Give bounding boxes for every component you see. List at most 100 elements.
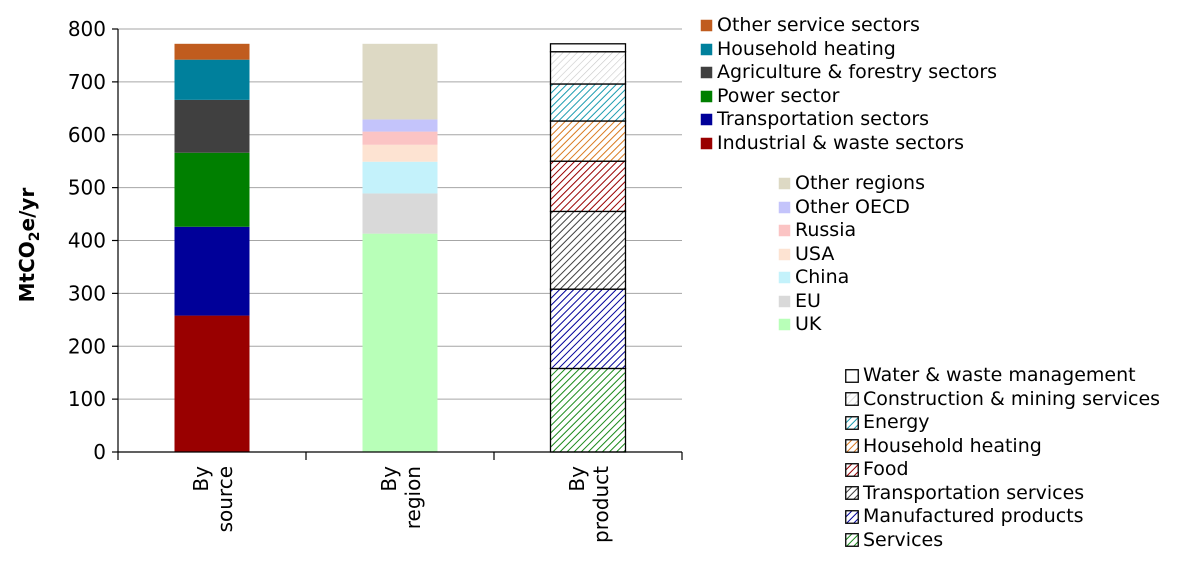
y-tick-label: 300 xyxy=(68,281,106,305)
legend-item-region-china: China xyxy=(778,266,925,290)
legend-label: Transportation sectors xyxy=(717,108,930,130)
legend-swatch-icon xyxy=(778,177,791,190)
y-tick-label: 400 xyxy=(68,229,106,253)
legend-swatch-icon xyxy=(845,439,859,454)
bar-segment-product-water-and-waste-management xyxy=(549,43,627,53)
bar-segment-source-power-sector xyxy=(174,152,250,227)
legend-swatch-icon xyxy=(845,462,859,477)
legend-item-source-industrial-and-waste-sectors: Industrial & waste sectors xyxy=(700,132,997,156)
legend-label: UK xyxy=(795,313,822,335)
x-category-label-line2: region xyxy=(401,466,425,529)
bar-segment-region-other-oecd xyxy=(362,119,438,132)
legend-label: Agriculture & forestry sectors xyxy=(717,61,998,83)
legend-swatch-icon xyxy=(778,318,791,331)
x-category-label-line1: By xyxy=(189,466,213,492)
legend-label: Power sector xyxy=(717,84,840,107)
bar-segment-product-food xyxy=(549,160,627,213)
bar-segment-source-other-service-sectors xyxy=(174,43,250,60)
legend-item-product-manufactured-products: Manufactured products xyxy=(845,505,1160,529)
legend-swatch-icon xyxy=(778,248,791,261)
legend-item-source-transportation-sectors: Transportation sectors xyxy=(700,108,997,132)
bar-segment-region-other-regions xyxy=(362,43,438,120)
x-category-label-line2: source xyxy=(213,466,237,532)
y-axis-label-main: MtCO xyxy=(15,241,39,302)
legend-label: Food xyxy=(863,458,909,480)
y-axis-label: MtCO2e/yr xyxy=(15,188,43,303)
bar-segment-region-eu xyxy=(362,193,438,234)
legend-label: Manufactured products xyxy=(863,505,1084,527)
legend-swatch-icon xyxy=(778,271,791,284)
legend-label: Household heating xyxy=(863,434,1042,457)
legend-item-product-transportation-services: Transportation services xyxy=(845,482,1160,506)
legend-swatch-icon xyxy=(700,43,713,56)
legend-swatch-icon xyxy=(778,201,791,214)
legend-item-source-power-sector: Power sector xyxy=(700,85,997,109)
legend-item-source-agriculture-and-forestry-sectors: Agriculture & forestry sectors xyxy=(700,61,997,85)
y-axis-label-unit: e/yr xyxy=(15,188,39,232)
legend-label: China xyxy=(795,266,850,288)
legend-item-product-energy: Energy xyxy=(845,411,1160,435)
y-tick-label: 800 xyxy=(68,17,106,41)
bar-segment-source-industrial-and-waste-sectors xyxy=(174,315,250,452)
y-tick-label: 500 xyxy=(68,176,106,200)
legend-item-region-other-oecd: Other OECD xyxy=(778,196,925,220)
legend-label: Other service sectors xyxy=(717,14,920,36)
legend-item-product-household-heating: Household heating xyxy=(845,435,1160,459)
legend-item-region-other-regions: Other regions xyxy=(778,172,925,196)
y-tick-label: 700 xyxy=(68,70,106,94)
bar-segment-region-russia xyxy=(362,131,438,145)
legend-swatch-icon xyxy=(700,137,713,150)
legend-label: USA xyxy=(795,242,835,265)
legend-by-product: Water & waste management Construction & m… xyxy=(845,364,1160,552)
legend-item-source-other-service-sectors: Other service sectors xyxy=(700,14,997,38)
y-axis-label-subscript: 2 xyxy=(27,231,43,241)
legend-label: Construction & mining services xyxy=(863,387,1161,410)
legend-item-source-household-heating: Household heating xyxy=(700,38,997,62)
x-category-label: By source xyxy=(189,466,237,533)
legend-label: Other regions xyxy=(795,172,925,194)
legend-item-product-services: Services xyxy=(845,529,1160,553)
bar-segment-source-transportation-sectors xyxy=(174,226,250,316)
legend-swatch-icon xyxy=(778,295,791,308)
x-category-label-line2: product xyxy=(589,466,613,543)
legend-label: Water & waste management xyxy=(863,364,1136,386)
bar-segment-product-services xyxy=(549,367,627,453)
bar-segment-product-construction-and-mining-services xyxy=(549,51,627,85)
legend-label: Industrial & waste sectors xyxy=(717,131,965,154)
legend-by-region: Other regions Other OECD Russia USA China EU U… xyxy=(778,172,925,337)
legend-label: EU xyxy=(795,289,821,312)
legend-item-region-usa: USA xyxy=(778,243,925,267)
bar-segment-region-uk xyxy=(362,233,438,452)
legend-swatch-icon xyxy=(845,415,859,430)
legend-label: Transportation services xyxy=(863,481,1085,504)
y-tick-label: 600 xyxy=(68,123,106,147)
legend-label: Energy xyxy=(863,411,930,433)
legend-swatch-icon xyxy=(845,486,859,501)
legend-item-region-russia: Russia xyxy=(778,219,925,243)
legend-swatch-icon xyxy=(700,19,713,32)
bar-segment-product-energy xyxy=(549,83,627,122)
legend-item-product-water-and-waste-management: Water & waste management xyxy=(845,364,1160,388)
legend-item-product-construction-and-mining-services: Construction & mining services xyxy=(845,388,1160,412)
x-category-label: By region xyxy=(377,466,425,529)
bar-segment-product-manufactured-products xyxy=(549,288,627,370)
legend-item-product-food: Food xyxy=(845,458,1160,482)
legend-label: Russia xyxy=(795,219,857,241)
legend-swatch-icon xyxy=(845,368,859,383)
x-category-label-line1: By xyxy=(565,466,589,492)
stacked-bars xyxy=(174,43,627,453)
x-category-label-line1: By xyxy=(377,466,401,492)
legend-swatch-icon xyxy=(700,90,713,103)
legend-swatch-icon xyxy=(700,66,713,79)
legend-label: Services xyxy=(863,528,944,551)
legend-by-source: Other service sectors Household heating Ag… xyxy=(700,14,997,155)
bar-segment-region-usa xyxy=(362,144,438,162)
bar-segment-region-china xyxy=(362,161,438,194)
legend-item-region-eu: EU xyxy=(778,290,925,314)
legend-swatch-icon xyxy=(845,509,859,524)
legend-label: Other OECD xyxy=(795,195,910,218)
x-category-label: By product xyxy=(565,466,613,543)
y-tick-label: 0 xyxy=(93,440,106,464)
bar-segment-source-household-heating xyxy=(174,59,250,100)
bar-segment-product-transportation-services xyxy=(549,210,627,290)
